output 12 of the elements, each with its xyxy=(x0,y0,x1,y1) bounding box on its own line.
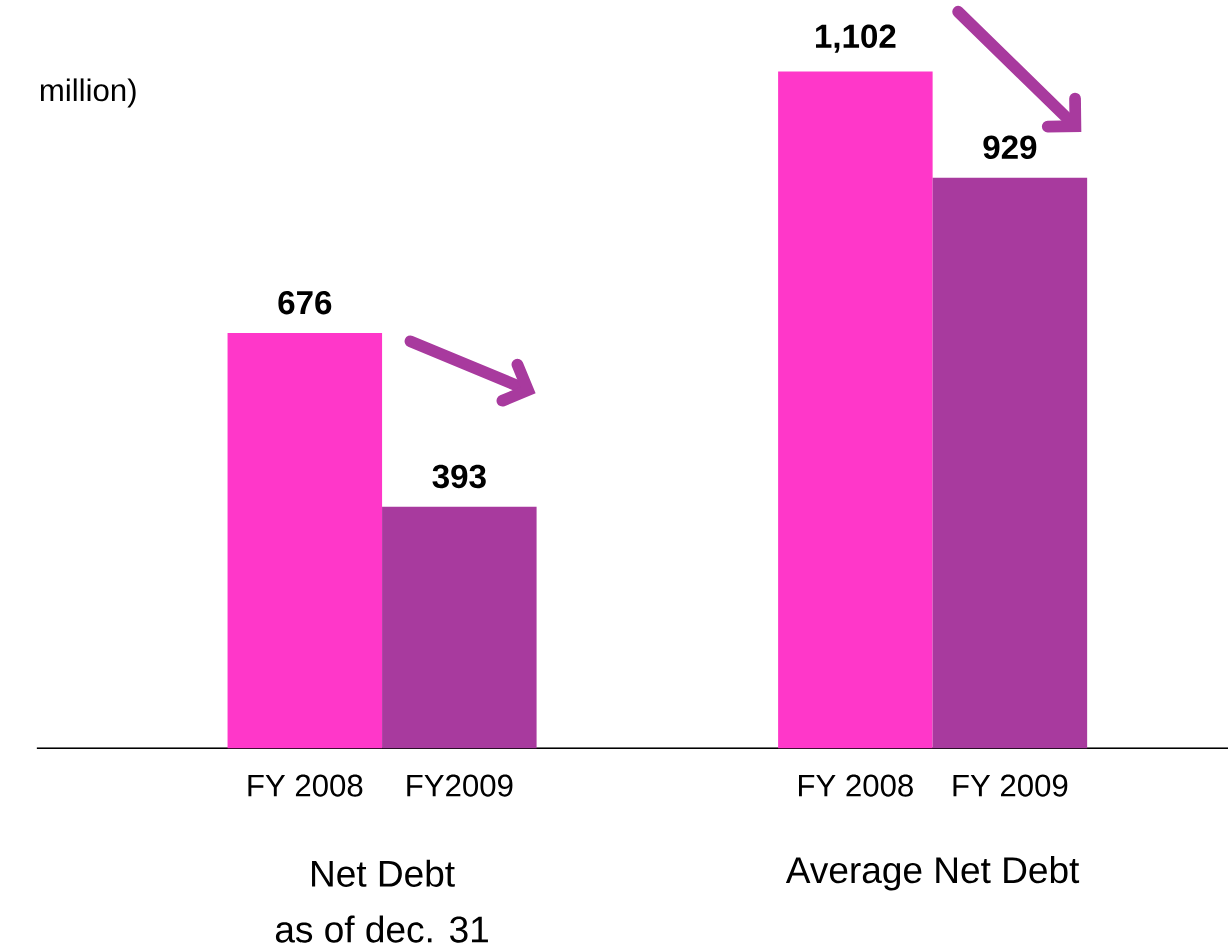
data-label: 929 xyxy=(983,135,1037,160)
data-label: 676 xyxy=(278,291,332,315)
y-axis-title: million) xyxy=(40,78,136,108)
data-label: 393 xyxy=(432,464,486,489)
x-tick-label: FY 2008 xyxy=(799,774,913,797)
text: as of dec. 31 xyxy=(275,915,488,943)
x-tick-label: FY 2008 xyxy=(248,774,363,797)
data-label: 1,102 xyxy=(816,24,896,53)
x-tick-label: FY 2009 xyxy=(953,774,1068,797)
text: Average Net Debt xyxy=(785,856,1080,891)
x-tick-label: FY2009 xyxy=(407,774,513,797)
text: Net Debt xyxy=(312,859,455,888)
